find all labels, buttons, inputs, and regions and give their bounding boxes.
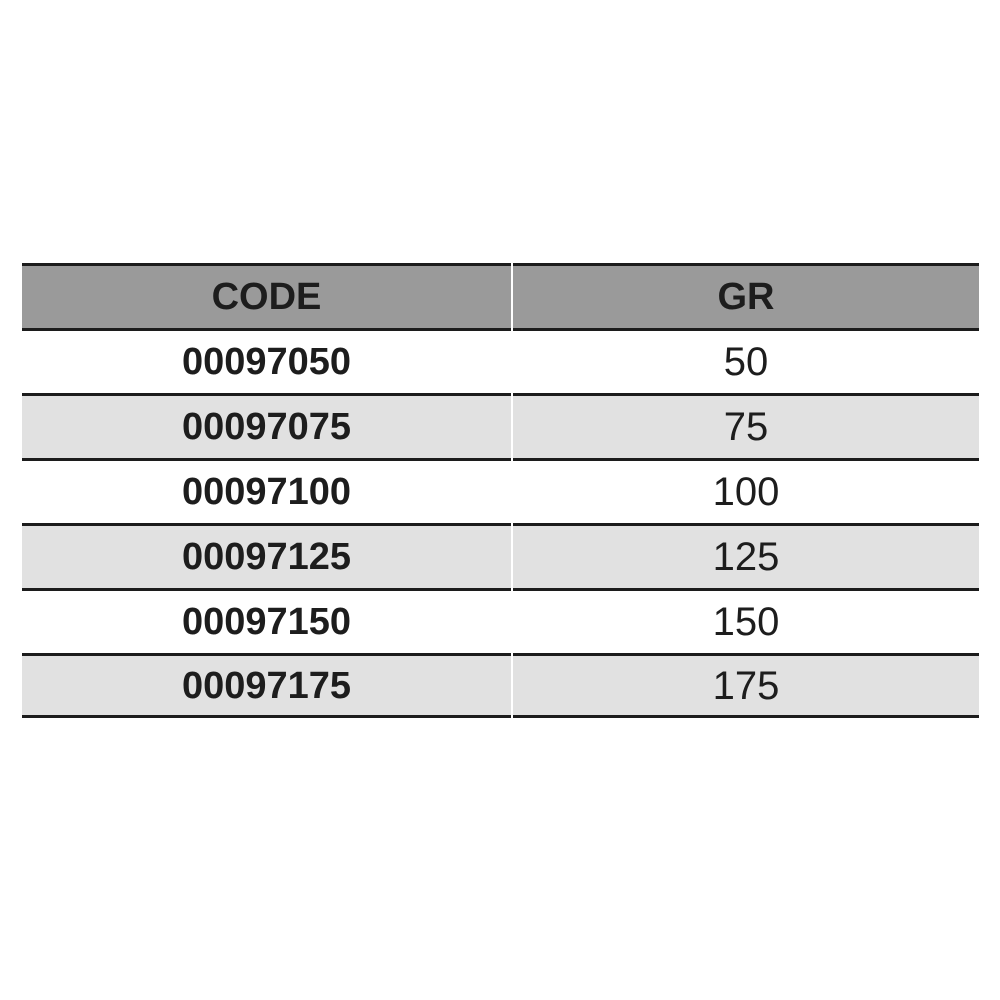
code-value: 00097175 [22, 653, 511, 718]
code-value: 00097150 [22, 588, 511, 653]
gr-value: 150 [513, 588, 979, 653]
table-row: 00097050 50 [22, 328, 979, 393]
gr-value: 75 [513, 393, 979, 458]
table-header-row: CODE GR [22, 263, 979, 328]
column-header-code: CODE [22, 263, 511, 328]
code-value: 00097050 [22, 328, 511, 393]
code-value: 00097125 [22, 523, 511, 588]
column-header-gr: GR [513, 263, 979, 328]
table-row: 00097125 125 [22, 523, 979, 588]
table-row: 00097175 175 [22, 653, 979, 718]
table-row: 00097150 150 [22, 588, 979, 653]
gr-value: 100 [513, 458, 979, 523]
gr-value: 175 [513, 653, 979, 718]
table-row: 00097075 75 [22, 393, 979, 458]
code-value: 00097075 [22, 393, 511, 458]
gr-value: 125 [513, 523, 979, 588]
product-spec-table: CODE GR 00097050 50 00097075 75 00097100… [22, 263, 979, 718]
code-value: 00097100 [22, 458, 511, 523]
table-row: 00097100 100 [22, 458, 979, 523]
gr-value: 50 [513, 328, 979, 393]
